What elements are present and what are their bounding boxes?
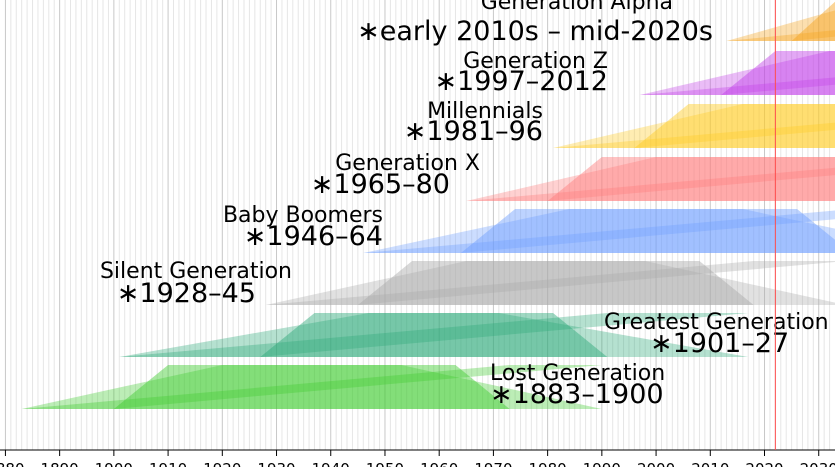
x-tick-label: 1960 xyxy=(420,460,458,467)
generation-band xyxy=(553,104,835,148)
band-outer xyxy=(639,77,835,95)
generation-name-label: Generation Z xyxy=(463,49,608,74)
x-tick-label: 1970 xyxy=(474,460,512,467)
generation-years-label: ∗early 2010s – mid-2020s xyxy=(357,16,713,47)
generation-name-label: Greatest Generation xyxy=(604,310,829,335)
generation-years-label: ∗1965–80 xyxy=(311,169,450,200)
band-overlay xyxy=(726,10,835,41)
generation-years-label: ∗1946–64 xyxy=(244,221,383,252)
generation-years-label: ∗1883–1900 xyxy=(490,379,664,410)
x-tick-label: 1950 xyxy=(366,460,404,467)
x-tick-label: 1910 xyxy=(149,460,187,467)
band-core xyxy=(721,51,835,95)
band-outer xyxy=(726,30,835,41)
x-tick-label: 1940 xyxy=(312,460,350,467)
x-tick-label: 2030 xyxy=(800,460,835,467)
generation-name-label: Baby Boomers xyxy=(223,203,383,228)
band-core xyxy=(791,1,835,41)
band-overlay xyxy=(639,51,835,95)
band-core xyxy=(113,365,510,409)
band-overlay xyxy=(21,365,602,409)
band-core xyxy=(357,261,754,305)
generation-years-label: ∗1901–27 xyxy=(650,328,789,359)
x-tick-label: 1930 xyxy=(257,460,295,467)
band-outer xyxy=(466,167,835,201)
generation-band xyxy=(726,1,835,41)
x-tick-label: 1890 xyxy=(41,460,79,467)
band-overlay xyxy=(363,209,835,253)
x-tick-label: 1990 xyxy=(583,460,621,467)
generation-band xyxy=(466,157,835,201)
band-outer xyxy=(21,365,602,409)
x-tick-label: 1980 xyxy=(529,460,567,467)
band-outer xyxy=(553,122,835,148)
generation-name-label: Silent Generation xyxy=(100,259,292,284)
x-tick-label: 1900 xyxy=(95,460,133,467)
band-overlay xyxy=(119,313,749,357)
generation-name-label: Generation Alpha xyxy=(481,0,673,15)
generation-years-label: ∗1981–96 xyxy=(404,116,543,147)
x-tick-label: 1920 xyxy=(203,460,241,467)
x-tick-label: 2010 xyxy=(691,460,729,467)
band-outer xyxy=(119,313,749,357)
generation-years-label: ∗1928–45 xyxy=(117,278,256,309)
band-outer xyxy=(363,210,835,253)
generation-name-label: Millennials xyxy=(427,99,543,124)
band-core xyxy=(547,157,835,201)
band-core xyxy=(260,313,608,357)
band-overlay xyxy=(553,104,835,148)
band-core xyxy=(634,104,835,148)
generation-band xyxy=(639,51,835,95)
band-overlay xyxy=(466,157,835,201)
band-outer xyxy=(265,261,835,305)
x-tick-label: 1880 xyxy=(0,460,25,467)
band-core xyxy=(460,209,835,253)
generation-name-label: Generation X xyxy=(335,151,480,176)
generation-band xyxy=(21,365,602,409)
generation-band xyxy=(119,313,749,357)
generation-years-label: ∗1997–2012 xyxy=(434,66,608,97)
generation-name-label: Lost Generation xyxy=(490,361,665,386)
generation-band xyxy=(265,261,835,305)
x-tick-label: 2020 xyxy=(745,460,783,467)
generation-band xyxy=(363,209,835,253)
x-tick-label: 2000 xyxy=(637,460,675,467)
band-overlay xyxy=(265,261,835,305)
